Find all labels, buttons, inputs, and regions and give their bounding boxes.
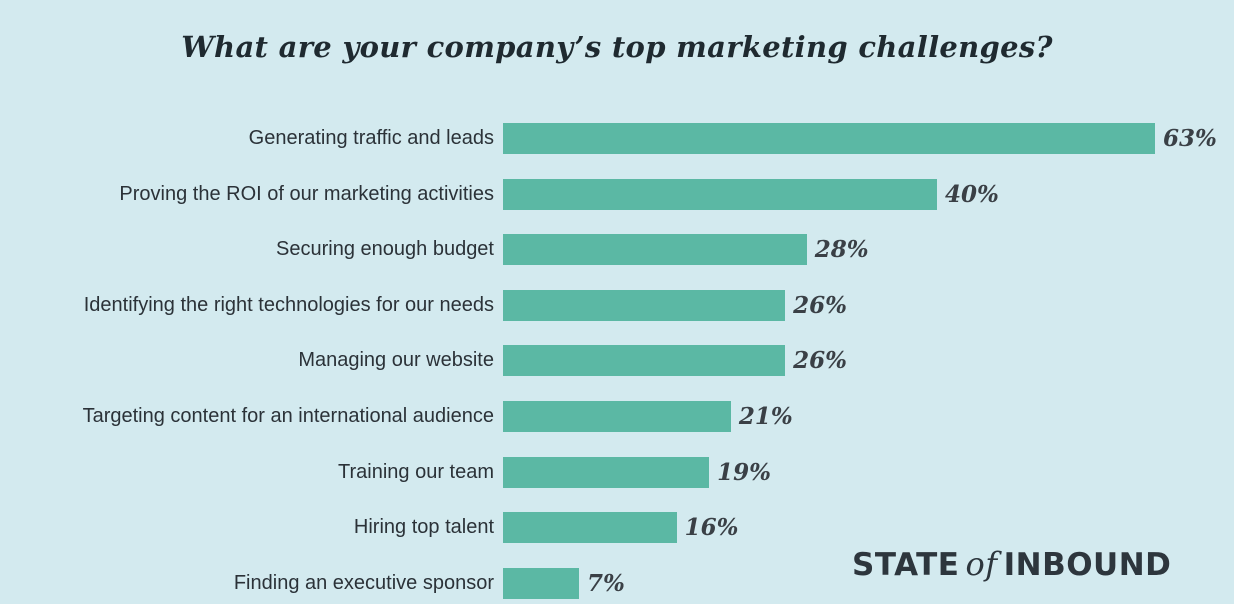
- bar-row: Securing enough budget 28%: [0, 234, 1234, 266]
- logo-inbound: INBOUND: [1003, 547, 1172, 583]
- value-label: 7%: [586, 569, 625, 597]
- bar-row: Generating traffic and leads 63%: [0, 123, 1234, 154]
- bar-row: Proving the ROI of our marketing activit…: [0, 178, 1234, 210]
- value-label: 40%: [945, 180, 999, 208]
- chart-title: What are your company’s top marketing ch…: [181, 30, 1053, 64]
- bar-row: Managing our website 26%: [0, 345, 1234, 377]
- value-label: 19%: [717, 458, 772, 486]
- bar: [503, 234, 807, 266]
- bar: [503, 456, 710, 488]
- bar: [503, 512, 677, 544]
- value-label: 28%: [814, 236, 869, 264]
- bar: [503, 123, 1155, 154]
- category-label: Managing our website: [298, 349, 494, 372]
- logo-state: STATE: [852, 547, 960, 583]
- value-label: 21%: [738, 403, 793, 430]
- logo-of: of: [965, 545, 998, 583]
- bar-row: Training our team 19%: [0, 456, 1234, 488]
- value-label: 26%: [793, 291, 847, 319]
- category-label: Securing enough budget: [276, 238, 494, 261]
- category-label: Targeting content for an international a…: [82, 405, 494, 427]
- bar-row: Hiring top talent 16%: [0, 512, 1234, 544]
- bar-row: Finding an executive sponsor 7%: [0, 567, 1234, 599]
- bar: [503, 178, 937, 210]
- category-label: Finding an executive sponsor: [233, 571, 494, 594]
- state-of-inbound-logo: STATE of INBOUND: [852, 545, 1171, 583]
- bar-row: Targeting content for an international a…: [0, 401, 1234, 432]
- value-label: 16%: [684, 514, 739, 542]
- category-label: Generating traffic and leads: [248, 127, 494, 149]
- category-label: Hiring top talent: [353, 516, 494, 539]
- bar: [503, 289, 786, 321]
- bar: [503, 567, 579, 599]
- category-label: Identifying the right technologies for o…: [83, 293, 494, 316]
- bar: [503, 401, 731, 432]
- value-label: 63%: [1163, 125, 1217, 152]
- category-label: Training our team: [338, 460, 494, 483]
- value-label: 26%: [793, 347, 847, 375]
- bar-row: Identifying the right technologies for o…: [0, 289, 1234, 321]
- bar: [503, 345, 786, 377]
- category-label: Proving the ROI of our marketing activit…: [119, 182, 494, 205]
